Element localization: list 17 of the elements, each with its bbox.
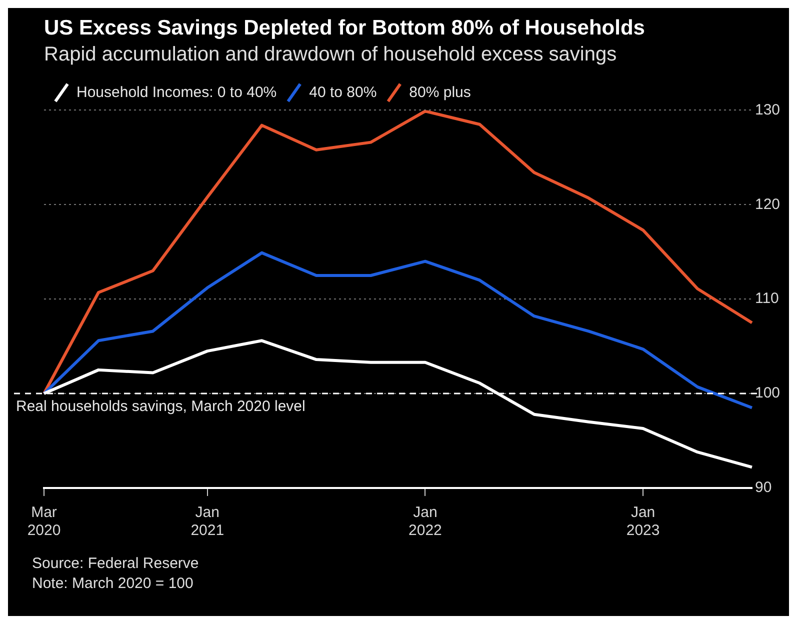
legend-label: 40 to 80%	[309, 84, 377, 101]
x-tick-label: Jan 2023	[626, 504, 660, 540]
chart-subtitle: Rapid accumulation and drawdown of household excess savings	[44, 44, 617, 66]
text: Note: March 2020 = 100	[32, 574, 194, 594]
x-tick-label: Mar 2020	[27, 504, 61, 540]
chart-title: US Excess Savings Depleted for Bottom 80% of Households	[44, 16, 645, 40]
y-tick-label: 110	[754, 290, 779, 308]
x-tick-label: Jan 2022	[408, 504, 442, 540]
x-tick-label: Jan 2021	[190, 504, 224, 540]
y-tick-label: 130	[754, 101, 780, 118]
legend-label: 80% plus	[409, 84, 471, 101]
y-tick-label: 90	[754, 479, 772, 496]
legend-label: Household Incomes: 0 to 40%	[76, 84, 277, 101]
ref-line-label: Real households savings, March 2020 level	[16, 398, 306, 416]
y-tick-label: 100	[754, 384, 780, 402]
y-tick-label: 120	[754, 196, 780, 213]
source-note: Source: Federal Reserve	[32, 554, 200, 574]
